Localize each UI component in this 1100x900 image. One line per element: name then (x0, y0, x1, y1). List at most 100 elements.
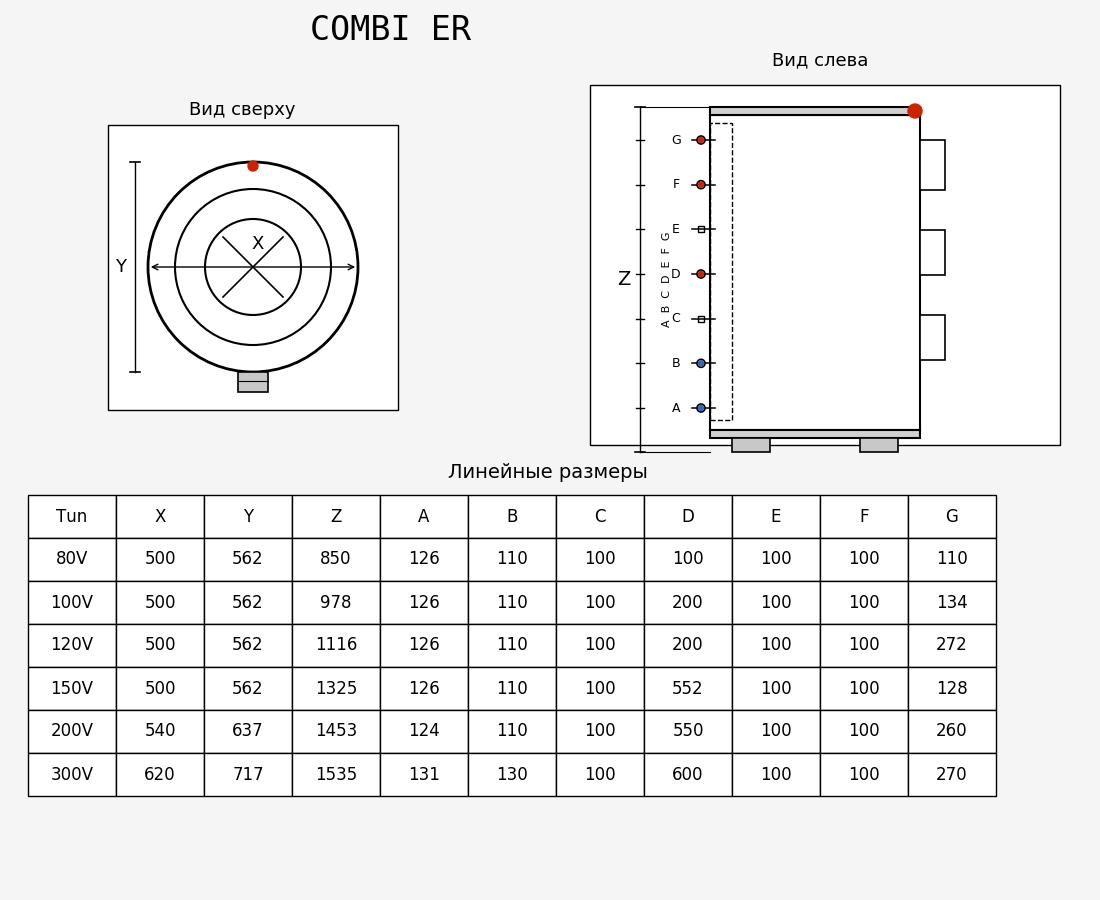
Circle shape (698, 272, 704, 276)
Bar (820, 667, 908, 710)
Bar (920, 315, 945, 360)
Bar (292, 710, 379, 753)
Text: 270: 270 (936, 766, 968, 784)
Text: 100: 100 (584, 723, 616, 741)
Bar (644, 753, 732, 796)
Bar (116, 538, 204, 581)
Text: 80V: 80V (56, 551, 88, 569)
Text: 150V: 150V (51, 680, 94, 698)
Text: 110: 110 (496, 593, 528, 611)
Text: 126: 126 (408, 636, 440, 654)
Text: 637: 637 (232, 723, 264, 741)
Bar (820, 495, 908, 538)
Bar (28, 538, 115, 581)
Bar (379, 624, 467, 667)
Text: 100: 100 (848, 766, 880, 784)
Bar (644, 624, 732, 667)
Bar (28, 624, 115, 667)
Bar (860, 438, 898, 452)
Text: 110: 110 (496, 723, 528, 741)
Bar (468, 710, 556, 753)
Bar (644, 538, 732, 581)
Bar (379, 495, 467, 538)
Text: Y: Y (243, 508, 253, 526)
Circle shape (697, 181, 705, 189)
Text: G: G (946, 508, 958, 526)
Text: 272: 272 (936, 636, 968, 654)
Text: Z: Z (617, 270, 630, 289)
Bar (116, 624, 204, 667)
Bar (920, 230, 945, 275)
Bar (732, 438, 770, 452)
Text: Линейные размеры: Линейные размеры (448, 463, 648, 482)
Bar (204, 624, 292, 667)
Text: 100: 100 (848, 593, 880, 611)
Text: 110: 110 (496, 680, 528, 698)
Bar (732, 624, 820, 667)
Text: 978: 978 (320, 593, 352, 611)
Bar (379, 538, 467, 581)
Text: 500: 500 (144, 593, 176, 611)
Bar (820, 710, 908, 753)
Bar (710, 107, 920, 115)
Text: 100: 100 (584, 593, 616, 611)
Text: 100: 100 (672, 551, 704, 569)
Bar (556, 538, 644, 581)
Text: B: B (506, 508, 518, 526)
Text: 100: 100 (760, 636, 792, 654)
Text: 100: 100 (584, 766, 616, 784)
Text: 552: 552 (672, 680, 704, 698)
Bar (908, 538, 996, 581)
Text: 126: 126 (408, 551, 440, 569)
Bar (28, 495, 115, 538)
Text: 200V: 200V (51, 723, 94, 741)
Bar (28, 667, 115, 710)
Text: 100: 100 (584, 680, 616, 698)
Text: 300V: 300V (51, 766, 94, 784)
Bar (908, 624, 996, 667)
Bar (644, 581, 732, 624)
Text: 540: 540 (144, 723, 176, 741)
Bar (292, 753, 379, 796)
Bar (204, 581, 292, 624)
Bar (732, 581, 820, 624)
Circle shape (698, 406, 704, 410)
Circle shape (698, 361, 704, 365)
Bar (292, 624, 379, 667)
Bar (908, 581, 996, 624)
Text: E: E (771, 508, 781, 526)
Text: 562: 562 (232, 680, 264, 698)
Bar (644, 667, 732, 710)
Text: 100: 100 (584, 636, 616, 654)
Text: Вид слева: Вид слева (772, 51, 868, 69)
Text: E: E (672, 223, 680, 236)
Text: 620: 620 (144, 766, 176, 784)
Circle shape (698, 138, 704, 142)
Bar (204, 710, 292, 753)
Text: A  B  C  D  E  F  G: A B C D E F G (662, 231, 672, 328)
Text: 110: 110 (936, 551, 968, 569)
Text: D: D (682, 508, 694, 526)
Bar (116, 581, 204, 624)
Bar (698, 316, 704, 321)
Bar (468, 538, 556, 581)
Circle shape (698, 182, 704, 187)
Text: X: X (154, 508, 166, 526)
Bar (732, 538, 820, 581)
Bar (556, 624, 644, 667)
Circle shape (697, 404, 705, 412)
Text: 124: 124 (408, 723, 440, 741)
Bar (908, 495, 996, 538)
Text: Z: Z (330, 508, 342, 526)
Text: Тun: Тun (56, 508, 88, 526)
Text: 128: 128 (936, 680, 968, 698)
Text: 562: 562 (232, 551, 264, 569)
Text: 850: 850 (320, 551, 352, 569)
Bar (908, 667, 996, 710)
Bar (556, 495, 644, 538)
Circle shape (908, 104, 922, 118)
Bar (468, 495, 556, 538)
Text: 110: 110 (496, 551, 528, 569)
Bar (28, 753, 115, 796)
Bar (292, 495, 379, 538)
